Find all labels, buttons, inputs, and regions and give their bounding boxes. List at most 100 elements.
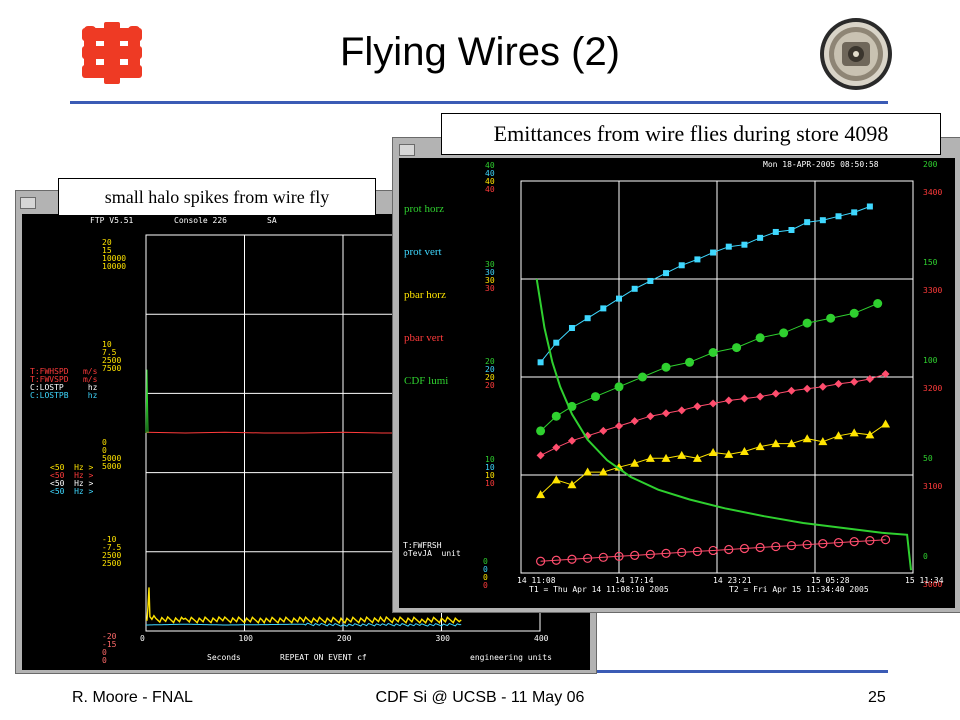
scale-label: -20: [102, 632, 117, 641]
scale-label: 2500: [102, 559, 122, 568]
series-tag-pbar-horz: pbar horz: [401, 288, 452, 302]
data-point-pbar-horz: [614, 462, 624, 471]
device-name: C:LOSTPB: [30, 391, 69, 400]
data-point-prot-vert: [694, 256, 701, 263]
data-point-pbar-horz: [536, 490, 546, 499]
data-point-pbar-vert-right-scale-: [833, 538, 844, 548]
right-axis-tick: 50: [923, 454, 933, 463]
zero-labels: 0 0 0 0: [483, 558, 488, 590]
data-point-prot-vert: [616, 295, 622, 302]
data-point-prot-vert: [804, 219, 811, 226]
data-point-prot-vert: [647, 277, 654, 284]
left-scale-label: 20: [485, 365, 495, 374]
device-list: T:FWHSPD m/s T:FWVSPD m/s C:LOSTP hz C:L…: [30, 368, 97, 400]
data-point-pbar-vert-right-scale-: [739, 543, 750, 554]
t2-label: T2 = Fri Apr 15 11:34:40 2005: [729, 585, 869, 594]
slide-title: Flying Wires (2): [339, 30, 621, 74]
window-menu-button[interactable]: [20, 197, 36, 209]
data-point-prot-horz: [551, 411, 561, 421]
data-point-pbar-vert: [709, 399, 718, 408]
left-series-spike: [145, 369, 149, 434]
left-series-c-lostp: [146, 587, 462, 625]
console-name: Console 226: [174, 216, 227, 225]
data-point-pbar-vert: [756, 392, 765, 401]
data-point-pbar-vert-right-scale-: [614, 551, 624, 561]
left-scale-label: 20: [485, 381, 495, 390]
right-line-cdf-lumi: [535, 278, 912, 571]
right-axis-tick: 200: [923, 160, 938, 169]
x-tick-label: 15 11:34: [905, 576, 944, 585]
program-name: FTP V5.51: [90, 216, 134, 225]
series-tag-prot-vert: prot vert: [401, 245, 452, 259]
data-point-pbar-vert-right-scale-: [645, 549, 655, 559]
data-point-pbar-vert: [693, 402, 702, 411]
data-point-pbar-horz: [661, 453, 671, 462]
x-tick-label: 14 23:21: [713, 576, 752, 585]
data-point-pbar-vert-right-scale-: [786, 540, 797, 551]
data-point-pbar-vert-right-scale-: [692, 546, 702, 557]
series-tag-pbar-vert: pbar vert: [401, 331, 452, 345]
emittance-callout: Emittances from wire flies during store …: [441, 113, 941, 155]
series-tag-cdf-lumi: CDF lumi: [401, 374, 452, 388]
scale-label: -15: [102, 640, 117, 649]
x-tick-label: 100: [238, 634, 253, 643]
device-unit: m/s: [82, 375, 98, 384]
data-point-prot-horz: [779, 328, 789, 338]
data-point-prot-vert: [537, 359, 544, 366]
device-name: T:FWFRSH: [403, 541, 442, 550]
zero-label: 0: [483, 557, 488, 566]
data-point-prot-vert: [772, 228, 779, 235]
data-point-pbar-vert-right-scale-: [661, 548, 671, 558]
left-scale-label: 40: [485, 161, 495, 170]
data-point-pbar-horz: [739, 446, 749, 455]
data-point-pbar-vert: [567, 436, 576, 445]
data-point-pbar-vert: [599, 426, 608, 435]
data-point-pbar-horz: [786, 439, 796, 448]
data-point-prot-vert: [553, 339, 560, 346]
device-unit: hz: [87, 383, 98, 392]
data-point-prot-horz: [732, 343, 742, 353]
data-point-prot-vert: [851, 209, 858, 216]
window-menu-button[interactable]: [399, 144, 415, 156]
left-scale-label: 40: [485, 177, 495, 186]
data-point-prot-horz: [638, 372, 648, 382]
right-chart-svg: [520, 180, 914, 574]
data-point-pbar-vert-right-scale-: [551, 555, 561, 565]
data-point-prot-horz: [873, 299, 883, 308]
x-tick-label: 15 05:28: [811, 576, 850, 585]
left-scale-label: 30: [485, 276, 495, 285]
data-point-pbar-horz: [865, 430, 875, 439]
scale-label: 5000: [102, 462, 122, 471]
scale-label: 2500: [102, 356, 122, 365]
right-axis-tick: 0: [923, 552, 928, 561]
plot-timestamp: Mon 18-APR-2005 08:50:58: [763, 160, 879, 169]
left-scale-label: 20: [485, 373, 495, 382]
data-point-pbar-horz: [818, 437, 828, 446]
data-point-prot-vert: [741, 241, 748, 248]
halo-callout: small halo spikes from wire fly: [58, 178, 376, 216]
data-point-pbar-horz: [645, 453, 655, 462]
data-point-prot-vert: [600, 305, 607, 312]
data-point-prot-vert: [663, 270, 670, 277]
left-scale-label: 40: [485, 169, 495, 178]
left-scale-label: 30: [485, 284, 495, 293]
data-point-pbar-horz: [724, 449, 734, 458]
data-point-prot-horz: [755, 333, 765, 343]
data-point-pbar-vert-right-scale-: [708, 545, 718, 556]
device-name: C:LOSTP: [30, 383, 64, 392]
data-point-prot-horz: [590, 392, 600, 402]
data-point-pbar-horz: [771, 439, 781, 448]
right-axis-tick-secondary: 3200: [923, 384, 943, 393]
data-point-pbar-horz: [881, 419, 891, 428]
x-axis-label: Seconds: [207, 653, 241, 662]
data-point-prot-vert: [835, 213, 842, 220]
data-point-pbar-vert: [850, 377, 859, 386]
scale-label: 20: [102, 238, 112, 247]
scale-label: 2500: [102, 551, 122, 560]
data-point-pbar-vert-right-scale-: [755, 542, 765, 553]
data-point-pbar-horz: [583, 467, 593, 476]
device-unit: hz: [87, 391, 98, 400]
series-tag-prot-horz: prot horz: [401, 202, 452, 216]
data-point-prot-vert: [788, 227, 795, 233]
data-point-pbar-vert: [818, 382, 827, 391]
